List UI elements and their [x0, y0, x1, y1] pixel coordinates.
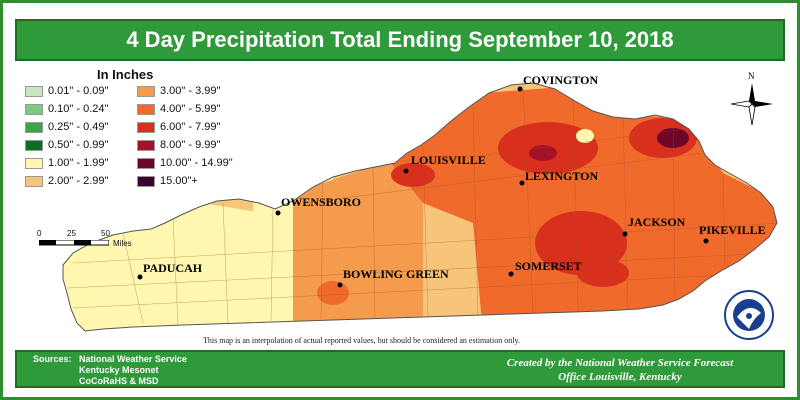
sources-label: Sources:: [33, 354, 72, 364]
precipitation-map: [62, 82, 778, 332]
source-line: Kentucky Mesonet: [79, 365, 159, 375]
nws-logo-icon: [724, 290, 774, 340]
legend-label: 2.00" - 2.99": [48, 175, 109, 187]
legend-swatch: [25, 139, 43, 151]
legend-item: 3.00" - 3.99": [137, 85, 220, 97]
city-markers: [137, 86, 709, 288]
legend-label: 0.10" - 0.24": [48, 103, 109, 115]
city-label-bowling-green: BOWLING GREEN: [343, 267, 449, 281]
legend-title: In Inches: [97, 67, 154, 82]
legend-label: 10.00" - 14.99": [160, 157, 233, 169]
legend-item: 1.00" - 1.99": [25, 157, 108, 169]
legend-label: 15.00"+: [160, 175, 198, 187]
legend-label: 3.00" - 3.99": [160, 85, 221, 97]
legend-swatch: [137, 85, 155, 97]
legend: In Inches 0.01" - 0.09" 0.10" - 0.24" 0.…: [25, 67, 265, 197]
legend-swatch: [25, 121, 43, 133]
city-label-louisville: LOUISVILLE: [411, 153, 486, 167]
scale-tick-0: 0: [37, 229, 42, 238]
legend-label: 0.50" - 0.99": [48, 139, 109, 151]
city-label-pikeville: PIKEVILLE: [699, 223, 766, 237]
legend-swatch: [25, 157, 43, 169]
city-label-paducah: PADUCAH: [143, 261, 203, 275]
legend-item: 10.00" - 14.99": [137, 157, 233, 169]
legend-swatch: [137, 103, 155, 115]
scale-unit: Miles: [113, 239, 132, 248]
compass-icon: [730, 83, 773, 126]
legend-swatch: [137, 157, 155, 169]
legend-item: 0.10" - 0.24": [25, 103, 108, 115]
north-arrow: N: [729, 71, 775, 126]
credit-block: Created by the National Weather Service …: [475, 356, 765, 384]
legend-label: 6.00" - 7.99": [160, 121, 221, 133]
map-title: 4 Day Precipitation Total Ending Septemb…: [126, 27, 674, 52]
legend-item: 15.00"+: [137, 175, 198, 187]
legend-label: 1.00" - 1.99": [48, 157, 109, 169]
legend-item: 4.00" - 5.99": [137, 103, 220, 115]
source-line: CoCoRaHS & MSD: [79, 376, 159, 386]
city-label-somerset: SOMERSET: [515, 259, 582, 273]
credit-line-1: Created by the National Weather Service …: [506, 357, 734, 369]
city-label-owensboro: OWENSBORO: [281, 195, 362, 209]
north-label: N: [748, 71, 755, 81]
city-label-lexington: LEXINGTON: [525, 169, 599, 183]
legend-item: 0.01" - 0.09": [25, 85, 108, 97]
legend-swatch: [137, 139, 155, 151]
legend-item: 6.00" - 7.99": [137, 121, 220, 133]
legend-label: 0.25" - 0.49": [48, 121, 109, 133]
disclaimer-note: This map is an interpolation of actual r…: [203, 336, 520, 345]
legend-swatch: [137, 175, 155, 187]
legend-item: 8.00" - 9.99": [137, 139, 220, 151]
scale-bar-graphic: [39, 240, 109, 246]
nws-logo: [719, 289, 779, 341]
city-label-jackson: JACKSON: [628, 215, 686, 229]
footer-bar: Sources: National Weather Service Kentuck…: [15, 350, 785, 388]
legend-item: 0.50" - 0.99": [25, 139, 108, 151]
source-line: National Weather Service: [79, 354, 187, 364]
title-bar: 4 Day Precipitation Total Ending Septemb…: [15, 19, 785, 61]
legend-swatch: [25, 85, 43, 97]
legend-label: 0.01" - 0.09": [48, 85, 109, 97]
legend-label: 4.00" - 5.99": [160, 103, 221, 115]
legend-label: 8.00" - 9.99": [160, 139, 221, 151]
legend-item: 2.00" - 2.99": [25, 175, 108, 187]
legend-item: 0.25" - 0.49": [25, 121, 108, 133]
legend-swatch: [25, 175, 43, 187]
scale-tick-25: 25: [67, 229, 76, 238]
city-label-covington: COVINGTON: [523, 73, 599, 87]
scale-tick-50: 50: [101, 229, 110, 238]
sources-block: Sources: National Weather Service Kentuck…: [33, 354, 187, 387]
legend-swatch: [25, 103, 43, 115]
legend-swatch: [137, 121, 155, 133]
credit-line-2: Office Louisville, Kentucky: [558, 371, 682, 383]
